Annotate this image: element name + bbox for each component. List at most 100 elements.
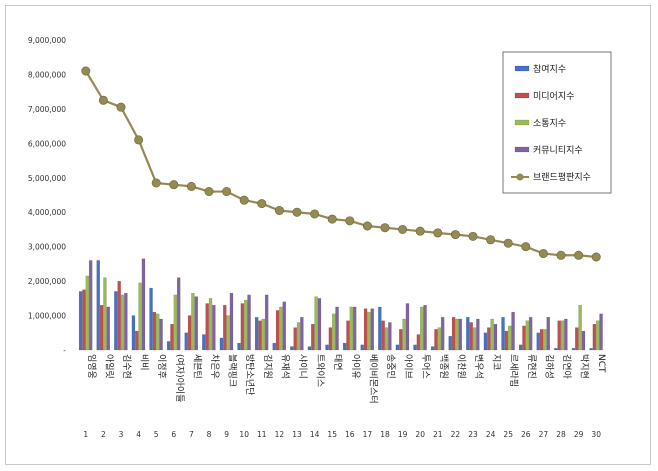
bar — [405, 303, 410, 351]
line-point — [239, 195, 249, 205]
bar — [205, 303, 209, 351]
category-label: 아일릿 — [103, 354, 115, 379]
bar — [272, 342, 276, 351]
rank-label: 30 — [591, 430, 601, 439]
line-point — [345, 216, 355, 226]
bar — [349, 306, 354, 351]
category-label: 비비 — [139, 354, 150, 371]
bar — [599, 313, 603, 351]
legend-swatch — [514, 119, 530, 126]
bar — [528, 317, 533, 351]
bar — [202, 334, 206, 351]
rank-label: 15 — [327, 430, 337, 439]
y-tick-label: 9,000,000 — [28, 36, 66, 45]
bar — [575, 327, 579, 351]
bar — [466, 317, 470, 351]
category-label: 유재석 — [279, 354, 290, 379]
bar — [85, 275, 90, 351]
bar — [194, 296, 198, 351]
category-label: 투어스 — [420, 354, 431, 379]
line-point — [310, 209, 320, 219]
line-point — [134, 135, 144, 145]
line-point — [468, 231, 478, 241]
bar — [176, 277, 181, 351]
line-point — [362, 221, 372, 231]
category-label: 베이비몬스터 — [367, 354, 378, 404]
bar — [511, 311, 515, 351]
rank-label: 2 — [101, 430, 106, 439]
bar — [290, 346, 294, 351]
bar — [155, 313, 160, 351]
bar — [106, 306, 110, 351]
line-point — [204, 187, 214, 197]
rank-label: 7 — [189, 430, 194, 439]
category-label: 아이유 — [350, 354, 361, 379]
bar — [525, 320, 530, 351]
rank-label: 21 — [433, 430, 443, 439]
line-series-group — [81, 66, 601, 262]
line-point — [574, 250, 584, 260]
bar — [314, 296, 318, 351]
bar — [247, 294, 251, 351]
y-axis: 9,000,000 8,000,000 7,000,000 6,000,000 5,00… — [28, 36, 66, 355]
bar — [212, 305, 216, 351]
rank-label: 4 — [136, 430, 141, 439]
line-point — [433, 228, 443, 238]
bar — [166, 341, 171, 351]
bar — [448, 336, 452, 351]
bar — [367, 311, 371, 351]
bar — [416, 334, 421, 351]
bar — [508, 325, 512, 351]
line-point — [151, 178, 161, 188]
bar — [149, 287, 153, 351]
bar — [219, 337, 224, 351]
legend-label: 커뮤니티지수 — [533, 145, 583, 156]
bar — [141, 258, 146, 351]
bar — [187, 315, 192, 351]
bar — [82, 289, 86, 351]
bar — [332, 313, 336, 351]
bar — [388, 322, 392, 351]
y-tick-label: 6,000,000 — [28, 139, 66, 148]
category-label: NCT — [596, 354, 606, 373]
bar — [472, 327, 477, 351]
bar — [223, 305, 227, 351]
category-label: 임영웅 — [86, 354, 98, 379]
bar — [434, 329, 438, 351]
rank-label: 3 — [119, 430, 124, 439]
rank-label: 29 — [574, 430, 584, 439]
rank-label: 25 — [503, 430, 513, 439]
bar — [451, 317, 456, 351]
bar — [596, 320, 600, 351]
line-point — [327, 214, 337, 224]
rank-label: 8 — [207, 430, 212, 439]
bar — [226, 315, 230, 351]
line-point — [292, 207, 302, 217]
bar — [328, 327, 333, 351]
category-label: 류현진 — [526, 354, 537, 379]
category-label: 백종원 — [438, 354, 449, 379]
rank-label: 26 — [521, 430, 531, 439]
bar — [99, 305, 104, 351]
category-label: 송중민 — [385, 354, 396, 379]
legend-swatch — [514, 92, 530, 99]
bar — [335, 306, 339, 351]
bar — [229, 292, 234, 351]
line-point — [169, 180, 179, 190]
bar — [458, 318, 462, 351]
bar — [420, 306, 424, 351]
bar — [539, 329, 544, 351]
y-tick-label: 1,000,000 — [28, 312, 66, 321]
bar — [381, 320, 385, 351]
category-label: 아이브 — [403, 354, 414, 379]
bar — [78, 291, 83, 351]
line-point — [257, 199, 267, 209]
bar — [589, 348, 593, 351]
bar — [592, 323, 597, 351]
category-label: 트와이스 — [315, 354, 327, 387]
bar — [378, 306, 382, 351]
line-point — [222, 187, 232, 197]
line-point — [415, 226, 425, 236]
bar — [476, 318, 480, 351]
bar — [275, 310, 280, 351]
